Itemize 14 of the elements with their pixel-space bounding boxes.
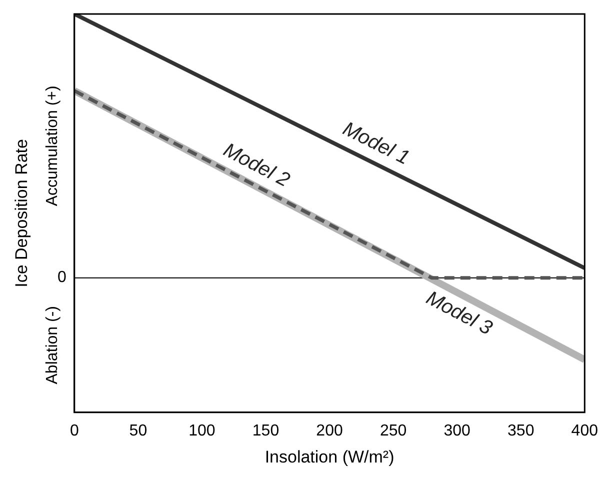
ref-line-label: 0 [57,269,66,286]
x-axis-title: Insolation (W/m²) [264,447,394,466]
y-axis-title: Ice Deposition Rate [12,139,31,288]
x-tick-label: 400 [571,422,598,440]
x-tick-label: 300 [444,422,471,440]
x-tick-label: 250 [380,422,407,440]
x-tick-label: 350 [508,422,534,440]
text: Accumulation (+) [44,86,61,206]
x-tick-label: 100 [188,422,216,440]
x-tick-label: 50 [129,422,148,440]
x-tick-label: 0 [70,422,79,440]
x-tick-label: 150 [252,422,280,440]
text: Ablation (-) [44,306,61,384]
x-tick-label: 200 [316,422,343,440]
